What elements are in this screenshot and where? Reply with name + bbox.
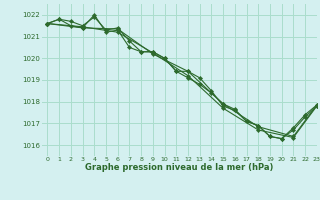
X-axis label: Graphe pression niveau de la mer (hPa): Graphe pression niveau de la mer (hPa) [85,163,273,172]
